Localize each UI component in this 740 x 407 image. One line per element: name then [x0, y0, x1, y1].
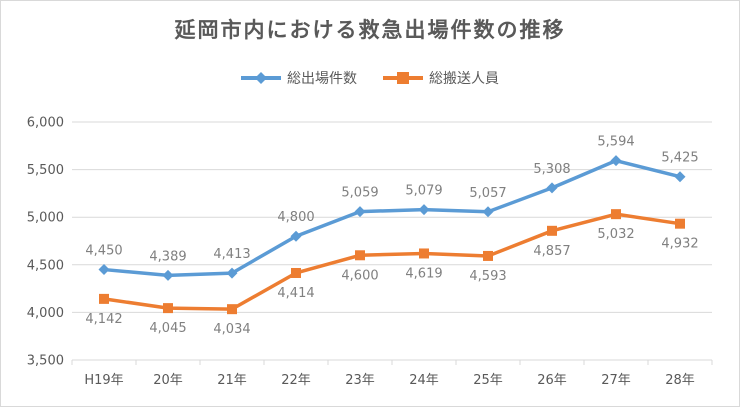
data-point — [547, 225, 557, 236]
data-point — [226, 267, 238, 279]
x-tick-label: H19年 — [84, 373, 123, 388]
data-point — [163, 303, 173, 314]
legend-swatch-series-2 — [383, 72, 423, 84]
data-label: 5,425 — [661, 151, 698, 166]
data-label: 4,857 — [533, 244, 570, 259]
x-tick-label: 27年 — [601, 373, 631, 388]
data-point — [674, 171, 686, 183]
data-label: 4,800 — [277, 210, 314, 225]
legend-label-series-1: 総出場件数 — [287, 71, 357, 87]
data-point — [99, 293, 109, 304]
x-tick-label: 24年 — [409, 373, 439, 388]
data-label: 5,308 — [533, 162, 570, 177]
x-tick-label: 23年 — [345, 373, 375, 388]
x-tick-label: 20年 — [153, 373, 183, 388]
data-label: 4,034 — [213, 322, 250, 337]
data-label: 5,059 — [341, 186, 378, 201]
y-tick-label: 5,500 — [27, 163, 64, 178]
data-point — [610, 155, 622, 167]
y-tick-label: 5,000 — [27, 211, 64, 226]
data-label: 4,414 — [277, 286, 314, 301]
data-point — [162, 269, 174, 281]
data-label: 4,142 — [85, 312, 122, 327]
y-tick-label: 3,500 — [27, 354, 64, 369]
data-label: 5,594 — [597, 135, 634, 150]
legend-label-series-2: 総搬送人員 — [429, 71, 499, 87]
data-label: 4,600 — [341, 268, 378, 283]
data-point — [290, 230, 302, 242]
data-point — [355, 250, 365, 261]
series-line-2 — [103, 212, 681, 311]
series-line-1 — [103, 158, 681, 278]
legend: 総出場件数 総搬送人員 — [0, 68, 740, 88]
y-tick-label: 4,000 — [27, 306, 64, 321]
legend-item-series-2: 総搬送人員 — [383, 68, 499, 88]
x-tick-label: 22年 — [281, 373, 311, 388]
x-tick-label: 28年 — [665, 373, 695, 388]
data-label: 4,450 — [85, 244, 122, 259]
data-point — [98, 264, 110, 276]
data-point — [482, 206, 494, 218]
data-point — [546, 182, 558, 194]
x-tick-label: 25年 — [473, 373, 503, 388]
y-tick-label: 6,000 — [27, 116, 64, 131]
data-label: 4,045 — [149, 321, 186, 336]
data-point — [354, 206, 366, 218]
data-label: 4,932 — [661, 237, 698, 252]
data-point — [483, 250, 493, 261]
data-point — [418, 204, 430, 216]
data-label: 4,389 — [149, 249, 186, 264]
data-point — [419, 248, 429, 259]
data-label: 4,413 — [213, 247, 250, 262]
legend-swatch-series-1 — [241, 72, 281, 84]
data-label: 5,079 — [405, 184, 442, 199]
data-label: 5,057 — [469, 186, 506, 201]
x-tick-label: 21年 — [217, 373, 247, 388]
data-label: 5,032 — [597, 227, 634, 242]
x-tick-label: 26年 — [537, 373, 567, 388]
chart-title: 延岡市内における救急出場件数の推移 — [174, 18, 566, 42]
data-point — [611, 209, 621, 220]
data-point — [291, 267, 301, 278]
legend-item-series-1: 総出場件数 — [241, 68, 357, 88]
data-label: 4,619 — [405, 266, 442, 281]
data-point — [675, 218, 685, 229]
data-label: 4,593 — [469, 269, 506, 284]
y-tick-label: 4,500 — [27, 258, 64, 273]
data-point — [227, 304, 237, 315]
